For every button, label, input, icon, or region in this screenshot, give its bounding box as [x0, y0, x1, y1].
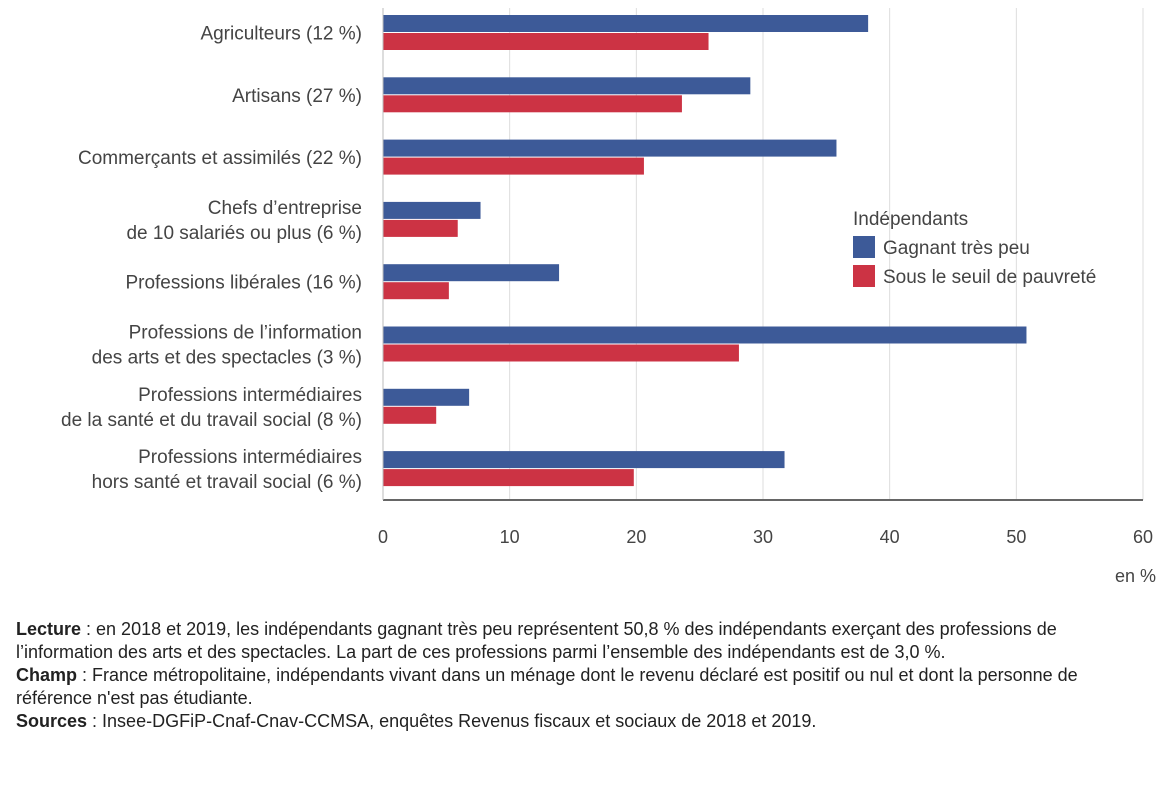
legend-swatch [853, 265, 875, 287]
x-tick-label: 10 [500, 527, 520, 547]
category-labels: Agriculteurs (12 %) Artisans (27 %) Commer… [61, 24, 362, 494]
legend: Indépendants Gagnant très peu Sous le seui… [853, 209, 1096, 288]
bar [383, 344, 739, 362]
category-label: Agriculteurs (12 %) [200, 24, 362, 45]
sources-text: : Insee-DGFiP-Cnaf-Cnav-CCMSA, enquêtes … [87, 711, 817, 731]
legend-title: Indépendants [853, 209, 968, 230]
bar [383, 33, 709, 50]
category-label: hors santé et travail social (6 %) [92, 472, 362, 493]
category-label: Chefs d’entreprise [208, 198, 362, 219]
legend-entry: Gagnant très peu [883, 238, 1030, 259]
x-axis: 0 10 20 30 40 50 60 en % [378, 8, 1156, 586]
lecture-note: Lecture : en 2018 et 2019, les indépenda… [16, 618, 1146, 664]
bar [383, 201, 481, 219]
champ-label: Champ [16, 665, 78, 685]
bar [383, 326, 1027, 344]
bars [383, 15, 1027, 487]
x-tick-label: 60 [1133, 527, 1153, 547]
category-label: Professions libérales (16 %) [125, 273, 362, 294]
category-label: Professions intermédiaires [138, 447, 362, 468]
category-label: Commerçants et assimilés (22 %) [78, 148, 362, 169]
category-label: des arts et des spectacles (3 %) [92, 348, 362, 369]
bar [383, 157, 644, 175]
bar [383, 388, 470, 406]
x-tick-label: 20 [626, 527, 646, 547]
category-label: de la santé et du travail social (8 %) [61, 410, 362, 431]
bar [383, 406, 437, 424]
bar-chart: Agriculteurs (12 %) Artisans (27 %) Commer… [61, 8, 1156, 586]
bar [383, 282, 449, 300]
lecture-label: Lecture [16, 619, 82, 639]
sources-label: Sources [16, 711, 88, 731]
notes: Lecture : en 2018 et 2019, les indépenda… [16, 618, 1146, 733]
bar [383, 219, 458, 237]
bar [383, 77, 751, 95]
x-tick-label: 50 [1006, 527, 1026, 547]
champ-note: Champ : France métropolitaine, indépenda… [16, 664, 1146, 710]
bar [383, 451, 785, 469]
bar [383, 15, 869, 32]
champ-text: : France métropolitaine, indépendants vi… [16, 665, 1078, 708]
category-label: Professions intermédiaires [138, 385, 362, 406]
x-unit-label: en % [1115, 566, 1156, 586]
category-label: de 10 salariés ou plus (6 %) [126, 223, 362, 244]
category-label: Artisans (27 %) [232, 86, 362, 107]
bar [383, 469, 634, 487]
sources-note: Sources : Insee-DGFiP-Cnaf-Cnav-CCMSA, e… [16, 710, 1146, 733]
bar [383, 139, 837, 157]
bar [383, 264, 560, 282]
category-label: Professions de l’information [129, 323, 362, 344]
lecture-text: : en 2018 et 2019, les indépendants gagn… [16, 619, 1057, 662]
legend-swatch [853, 236, 875, 258]
x-tick-label: 0 [378, 527, 388, 547]
x-tick-label: 40 [880, 527, 900, 547]
bar [383, 95, 682, 113]
x-tick-label: 30 [753, 527, 773, 547]
legend-entry: Sous le seuil de pauvreté [883, 267, 1096, 288]
